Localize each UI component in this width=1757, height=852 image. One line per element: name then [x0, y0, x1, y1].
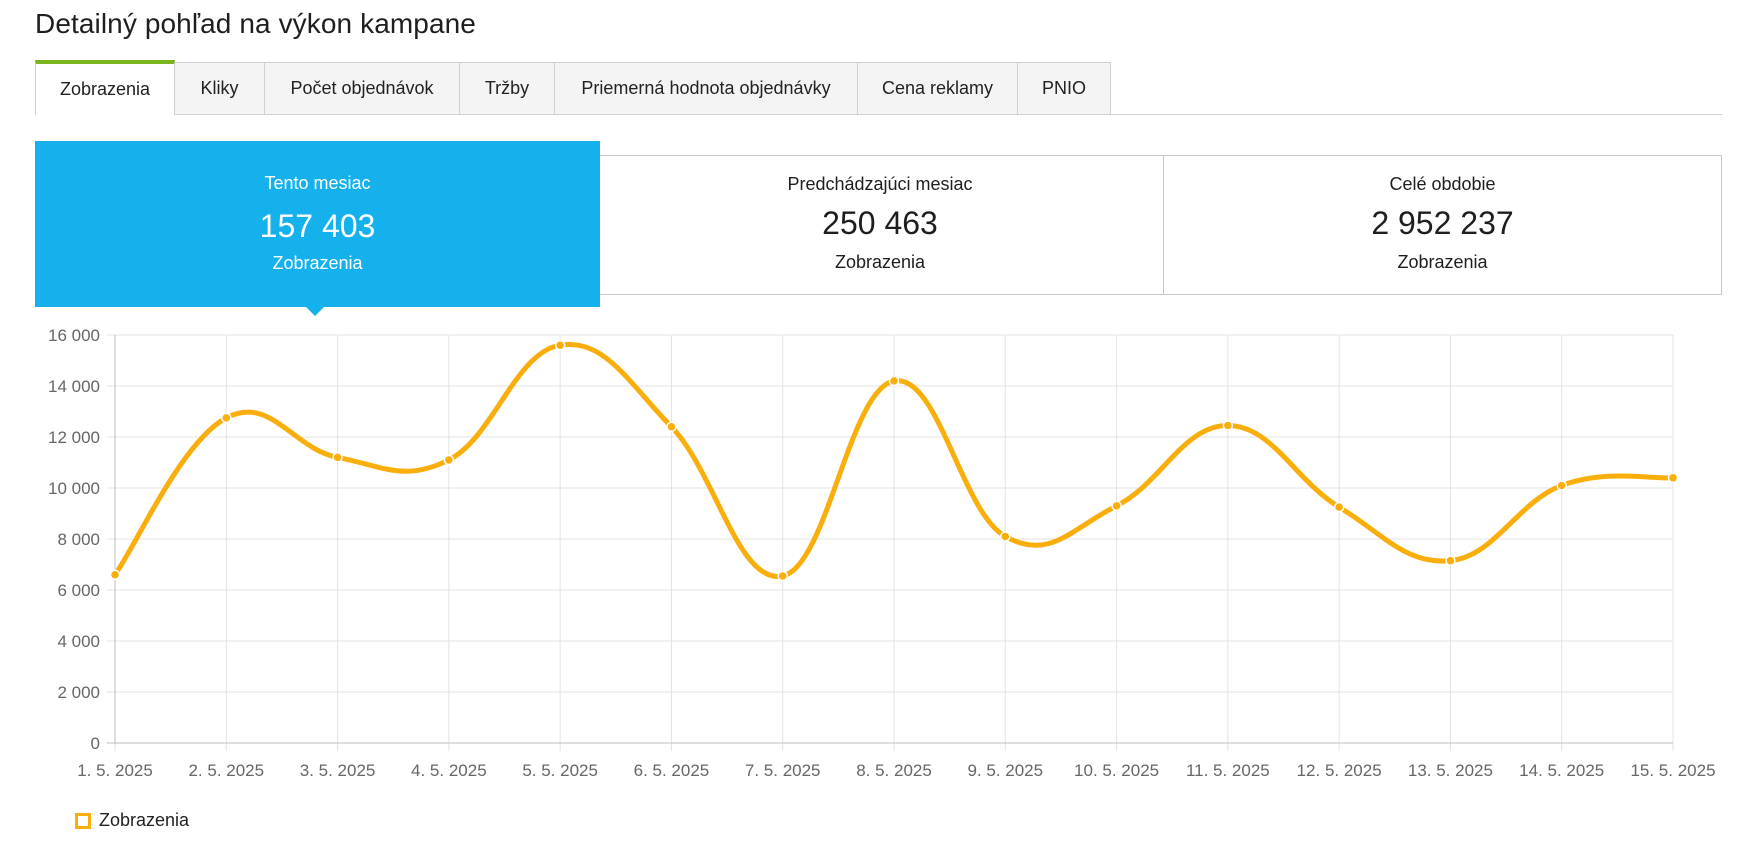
stat-unit: Zobrazenia — [1397, 252, 1488, 272]
x-tick-label: 2. 5. 2025 — [188, 761, 264, 780]
x-tick-label: 11. 5. 2025 — [1186, 761, 1270, 780]
tab-kliky[interactable]: Kliky — [174, 62, 265, 114]
data-point — [1111, 500, 1122, 512]
series-line-zobrazenia — [112, 342, 1676, 579]
data-point — [1667, 472, 1679, 484]
x-tick-label: 4. 5. 2025 — [411, 761, 487, 780]
x-tick-label: 14. 5. 2025 — [1519, 761, 1604, 780]
x-tick-label: 1. 5. 2025 — [77, 761, 153, 780]
data-point — [1556, 480, 1567, 491]
tab-zobrazenia[interactable]: Zobrazenia — [35, 60, 175, 115]
metric-tabs: Zobrazenia Kliky Počet objednávok Tržby … — [35, 60, 1722, 115]
page-title: Detailný pohľad na výkon kampane — [35, 8, 476, 39]
tab-priemerna-hodnota-objednavky[interactable]: Priemerná hodnota objednávky — [554, 62, 858, 114]
stat-label: Tento mesiac — [264, 173, 371, 193]
y-tick-label: 8 000 — [57, 530, 100, 549]
data-point — [221, 412, 232, 424]
x-tick-label: 13. 5. 2025 — [1408, 761, 1493, 780]
data-point — [1222, 420, 1234, 431]
tab-cena-reklamy[interactable]: Cena reklamy — [857, 62, 1018, 114]
data-point — [1333, 501, 1345, 513]
stat-value: 250 463 — [822, 205, 938, 241]
y-tick-label: 6 000 — [57, 581, 100, 600]
y-tick-label: 4 000 — [57, 632, 100, 651]
y-tick-label: 0 — [91, 734, 100, 753]
stat-card-this-month[interactable]: Tento mesiac 157 403 Zobrazenia — [35, 141, 600, 307]
stat-value: 157 403 — [259, 208, 376, 244]
x-tick-label: 8. 5. 2025 — [856, 761, 932, 780]
x-tick-label: 9. 5. 2025 — [967, 761, 1043, 780]
data-point — [666, 421, 677, 433]
y-tick-label: 12 000 — [48, 428, 100, 447]
stat-value: 2 952 237 — [1371, 205, 1514, 241]
stat-label: Celé obdobie — [1389, 174, 1496, 194]
stat-label: Predchádzajúci mesiac — [787, 174, 973, 194]
legend-label: Zobrazenia — [99, 810, 190, 830]
data-point — [777, 570, 788, 582]
tab-pocet-objednavok[interactable]: Počet objednávok — [264, 62, 460, 114]
active-card-pointer — [304, 305, 326, 316]
y-tick-label: 2 000 — [57, 683, 100, 702]
stat-card-whole-period[interactable]: Celé obdobie 2 952 237 Zobrazenia — [1163, 155, 1722, 295]
data-point — [109, 569, 121, 580]
y-tick-label: 16 000 — [48, 326, 100, 345]
stat-unit: Zobrazenia — [272, 253, 363, 273]
chart-legend[interactable]: Zobrazenia — [75, 810, 189, 831]
data-point — [332, 452, 343, 463]
x-tick-label: 5. 5. 2025 — [522, 761, 598, 780]
data-point — [888, 375, 900, 387]
tab-trzby[interactable]: Tržby — [459, 62, 555, 114]
x-tick-label: 3. 5. 2025 — [300, 761, 376, 780]
data-point — [1445, 555, 1456, 566]
y-tick-label: 14 000 — [48, 377, 100, 396]
stat-card-previous-month[interactable]: Predchádzajúci mesiac 250 463 Zobrazenia — [595, 155, 1164, 295]
x-tick-label: 7. 5. 2025 — [745, 761, 821, 780]
legend-swatch-icon — [75, 812, 91, 829]
x-tick-label: 15. 5. 2025 — [1630, 761, 1715, 780]
tab-pnio[interactable]: PNIO — [1017, 62, 1111, 114]
impressions-line-chart: 0 2 000 4 000 6 000 8 000 10 000 12 000 14 000 1… — [48, 326, 1716, 780]
y-tick-label: 10 000 — [48, 479, 100, 498]
stat-unit: Zobrazenia — [834, 252, 926, 272]
data-point — [1000, 531, 1011, 542]
x-tick-label: 12. 5. 2025 — [1297, 761, 1382, 780]
x-tick-label: 6. 5. 2025 — [634, 761, 710, 780]
data-point — [443, 454, 455, 466]
data-point — [554, 339, 566, 351]
x-tick-label: 10. 5. 2025 — [1074, 761, 1159, 780]
